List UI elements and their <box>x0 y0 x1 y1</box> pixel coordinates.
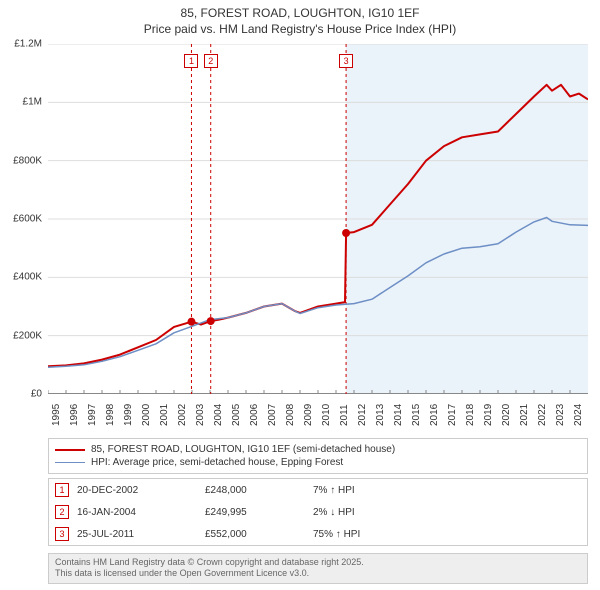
x-tick-label: 1996 <box>69 404 80 426</box>
x-tick-label: 2021 <box>519 404 530 426</box>
x-tick-label: 2004 <box>213 404 224 426</box>
sales-table: 1 20-DEC-2002 £248,000 7% ↑ HPI 2 16-JAN-2004… <box>48 478 588 546</box>
sale-row-marker: 3 <box>55 527 69 541</box>
x-tick-label: 2001 <box>159 404 170 426</box>
x-tick-label: 2020 <box>501 404 512 426</box>
legend-line-swatch <box>55 449 85 451</box>
x-tick-label: 2023 <box>555 404 566 426</box>
x-tick-label: 2015 <box>411 404 422 426</box>
x-tick-label: 2018 <box>465 404 476 426</box>
legend-label: HPI: Average price, semi-detached house,… <box>91 457 343 468</box>
x-tick-label: 2006 <box>249 404 260 426</box>
sale-date: 16-JAN-2004 <box>77 507 197 518</box>
x-tick-label: 2008 <box>285 404 296 426</box>
y-tick-label: £200K <box>13 330 42 341</box>
sale-date: 25-JUL-2011 <box>77 529 197 540</box>
x-tick-label: 2017 <box>447 404 458 426</box>
legend-box: 85, FOREST ROAD, LOUGHTON, IG10 1EF (sem… <box>48 438 588 474</box>
x-tick-label: 2007 <box>267 404 278 426</box>
x-axis-labels: 1995 1996 1997 1998 1999 2000 2001 2002 2003 2004… <box>48 396 588 436</box>
x-tick-label: 2014 <box>393 404 404 426</box>
x-tick-label: 2005 <box>231 404 242 426</box>
sales-row: 2 16-JAN-2004 £249,995 2% ↓ HPI <box>49 501 587 523</box>
legend-label: 85, FOREST ROAD, LOUGHTON, IG10 1EF (sem… <box>91 444 395 455</box>
sale-change: 7% ↑ HPI <box>313 485 393 496</box>
x-tick-label: 2016 <box>429 404 440 426</box>
sale-row-marker: 1 <box>55 483 69 497</box>
x-tick-label: 2009 <box>303 404 314 426</box>
x-tick-label: 2024 <box>573 404 584 426</box>
y-axis-labels: £0£200K£400K£600K£800K£1M£1.2M <box>0 44 46 394</box>
x-tick-label: 1995 <box>51 404 62 426</box>
sale-row-marker: 2 <box>55 505 69 519</box>
title-block: 85, FOREST ROAD, LOUGHTON, IG10 1EF Pric… <box>0 0 600 37</box>
x-tick-label: 1998 <box>105 404 116 426</box>
sale-marker-3: 3 <box>339 54 353 68</box>
sale-price: £248,000 <box>205 485 305 496</box>
legend-item: HPI: Average price, semi-detached house,… <box>55 456 581 469</box>
y-tick-label: £1M <box>23 97 42 108</box>
footer-attribution: Contains HM Land Registry data © Crown c… <box>48 553 588 584</box>
x-tick-label: 2022 <box>537 404 548 426</box>
y-tick-label: £1.2M <box>14 39 42 50</box>
legend-line-swatch <box>55 462 85 463</box>
footer-line-2: This data is licensed under the Open Gov… <box>55 568 581 579</box>
legend-item: 85, FOREST ROAD, LOUGHTON, IG10 1EF (sem… <box>55 443 581 456</box>
sale-marker-1: 1 <box>184 54 198 68</box>
x-tick-label: 2002 <box>177 404 188 426</box>
sale-price: £249,995 <box>205 507 305 518</box>
chart-container: 85, FOREST ROAD, LOUGHTON, IG10 1EF Pric… <box>0 0 600 590</box>
sale-price: £552,000 <box>205 529 305 540</box>
chart-svg <box>48 44 588 394</box>
sale-change: 75% ↑ HPI <box>313 529 393 540</box>
chart-plot-area: 12 3 <box>48 44 588 394</box>
x-tick-label: 2010 <box>321 404 332 426</box>
sale-marker-2: 2 <box>204 54 218 68</box>
x-tick-label: 2011 <box>339 404 350 426</box>
title-line-1: 85, FOREST ROAD, LOUGHTON, IG10 1EF <box>0 6 600 22</box>
y-tick-label: £0 <box>31 389 42 400</box>
y-tick-label: £800K <box>13 155 42 166</box>
y-tick-label: £400K <box>13 272 42 283</box>
x-tick-label: 2000 <box>141 404 152 426</box>
x-tick-label: 2012 <box>357 404 368 426</box>
sale-change: 2% ↓ HPI <box>313 507 393 518</box>
sales-row: 1 20-DEC-2002 £248,000 7% ↑ HPI <box>49 479 587 501</box>
x-tick-label: 2003 <box>195 404 206 426</box>
x-tick-label: 2019 <box>483 404 494 426</box>
x-tick-label: 1999 <box>123 404 134 426</box>
x-tick-label: 1997 <box>87 404 98 426</box>
title-line-2: Price paid vs. HM Land Registry's House … <box>0 22 600 38</box>
sale-date: 20-DEC-2002 <box>77 485 197 496</box>
x-tick-label: 2013 <box>375 404 386 426</box>
footer-line-1: Contains HM Land Registry data © Crown c… <box>55 557 581 568</box>
y-tick-label: £600K <box>13 214 42 225</box>
sales-row: 3 25-JUL-2011 £552,000 75% ↑ HPI <box>49 523 587 545</box>
